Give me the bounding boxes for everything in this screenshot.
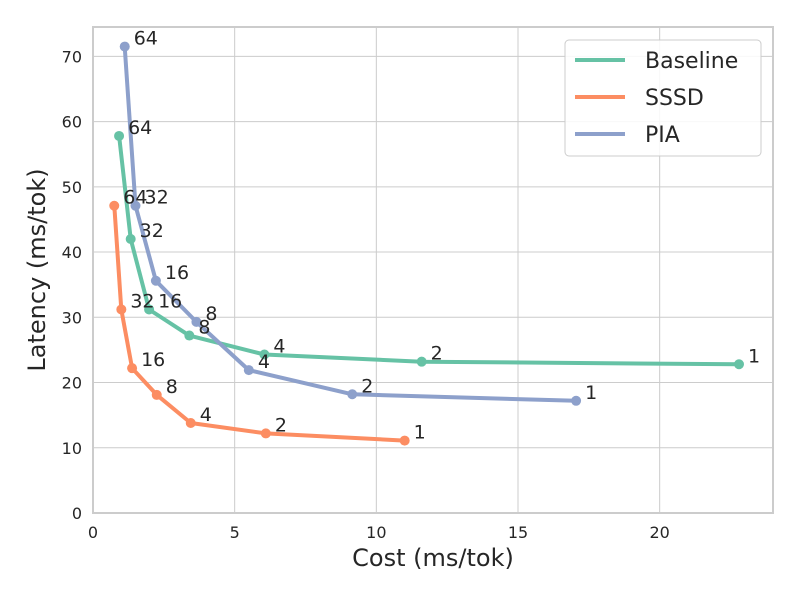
data-point-baseline [259, 349, 270, 360]
point-label-pia: 1 [585, 382, 597, 404]
legend: Baseline SSSD PIA [564, 39, 762, 157]
point-label-pia: 4 [258, 351, 270, 373]
data-point-sssd [260, 428, 271, 439]
y-tick-label: 0 [72, 504, 82, 523]
legend-frame [564, 39, 762, 157]
data-point-pia [347, 389, 358, 400]
data-point-pia [243, 365, 254, 376]
legend-label-baseline: Baseline [645, 49, 738, 74]
y-tick-label: 70 [62, 47, 82, 66]
x-tick-label: 5 [230, 523, 240, 542]
y-axis-label: Latency (ms/tok) [23, 168, 51, 371]
x-tick-label: 20 [649, 523, 669, 542]
x-tick-label: 15 [508, 523, 528, 542]
y-tick-label: 50 [62, 178, 82, 197]
axis-ticks: 0 5 10 15 20 0 10 20 30 40 50 60 70 [62, 47, 670, 542]
data-point-pia [119, 41, 130, 52]
data-point-sssd [185, 417, 196, 428]
point-label-pia: 32 [145, 187, 169, 209]
data-point-sssd [127, 363, 138, 374]
data-point-baseline [734, 359, 744, 370]
y-tick-label: 60 [62, 113, 82, 132]
point-label-sssd: 4 [200, 404, 212, 426]
data-point-sssd [109, 200, 120, 211]
point-label-baseline: 4 [273, 335, 285, 357]
point-label-baseline: 16 [158, 290, 182, 312]
y-tick-label: 10 [62, 439, 82, 458]
data-point-pia [150, 275, 161, 286]
x-tick-label: 0 [88, 523, 98, 542]
point-label-sssd: 2 [275, 414, 287, 436]
series-layer [109, 41, 744, 446]
data-point-pia [130, 200, 141, 211]
point-label-sssd: 64 [123, 187, 147, 209]
point-label-sssd: 16 [141, 349, 165, 371]
data-point-sssd [116, 304, 127, 315]
y-tick-label: 20 [62, 374, 82, 393]
legend-label-sssd: SSSD [645, 86, 704, 111]
data-point-baseline [125, 234, 136, 245]
point-label-baseline: 2 [431, 343, 443, 365]
point-label-pia: 2 [361, 375, 373, 397]
data-point-baseline [114, 130, 125, 141]
x-axis-label: Cost (ms/tok) [352, 544, 514, 572]
data-point-pia [191, 316, 202, 327]
data-point-baseline [416, 356, 427, 367]
data-point-sssd [151, 389, 162, 400]
point-label-pia: 8 [205, 303, 217, 325]
legend-label-pia: PIA [645, 123, 680, 148]
data-point-baseline [144, 304, 155, 315]
point-label-baseline: 1 [748, 345, 760, 367]
point-label-pia: 64 [134, 28, 158, 50]
data-point-sssd [399, 435, 410, 446]
x-tick-label: 10 [366, 523, 386, 542]
grid-lines [92, 27, 773, 514]
y-tick-label: 30 [62, 308, 82, 327]
y-tick-label: 40 [62, 243, 82, 262]
point-label-sssd: 32 [130, 290, 154, 312]
point-label-baseline: 64 [128, 117, 152, 139]
point-label-baseline: 32 [140, 220, 164, 242]
plot-frame [92, 26, 774, 514]
point-label-baseline: 8 [198, 317, 210, 339]
data-point-baseline [184, 330, 195, 341]
point-label-pia: 16 [165, 262, 189, 284]
point-label-sssd: 8 [166, 376, 178, 398]
data-point-pia [571, 395, 582, 406]
point-label-sssd: 1 [414, 422, 426, 444]
